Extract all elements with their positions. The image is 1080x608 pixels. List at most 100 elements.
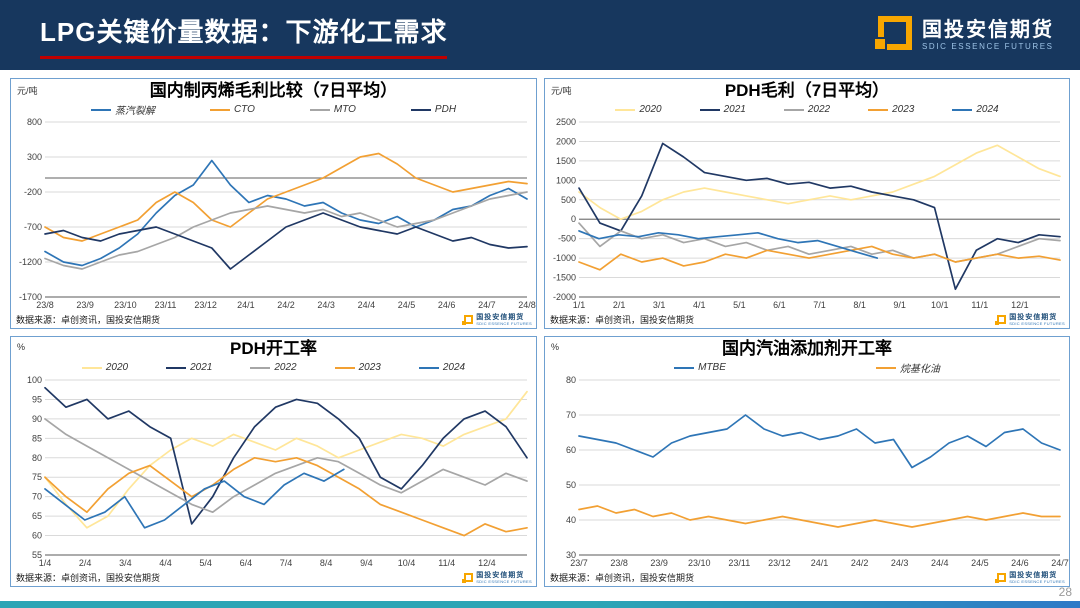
svg-text:23/11: 23/11 bbox=[155, 300, 177, 310]
svg-text:12/1: 12/1 bbox=[1011, 300, 1029, 310]
svg-text:30: 30 bbox=[566, 550, 576, 560]
svg-text:-500: -500 bbox=[558, 233, 576, 243]
legend-label: 2020 bbox=[639, 104, 662, 116]
legend-item: MTO bbox=[309, 104, 356, 116]
svg-text:24/1: 24/1 bbox=[811, 558, 829, 568]
svg-text:24/6: 24/6 bbox=[1011, 558, 1029, 568]
legend-item: MTBE bbox=[674, 362, 726, 373]
legend-swatch bbox=[166, 366, 187, 369]
legend-item: 2020 bbox=[615, 104, 662, 116]
mini-logo-text: 国投安信期货 SDIC ESSENCE FUTURES bbox=[1009, 314, 1065, 326]
mini-logo: 国投安信期货 SDIC ESSENCE FUTURES bbox=[995, 572, 1065, 584]
legend-item: 2024 bbox=[952, 104, 999, 116]
mini-logo: 国投安信期货 SDIC ESSENCE FUTURES bbox=[995, 314, 1065, 326]
company-logo-text: 国投安信期货 SDIC ESSENCE FUTURES bbox=[922, 19, 1054, 51]
svg-text:24/3: 24/3 bbox=[891, 558, 909, 568]
legend-item: 2021 bbox=[166, 362, 212, 373]
legend-swatch bbox=[90, 108, 111, 111]
legend-label: PDH bbox=[434, 104, 457, 116]
svg-text:10/4: 10/4 bbox=[398, 558, 416, 568]
data-source-label: 数据来源：卓创资讯，国投安信期货 bbox=[550, 315, 695, 325]
mini-logo-en: SDIC ESSENCE FUTURES bbox=[476, 578, 532, 584]
legend-item: 烷基化油 bbox=[875, 360, 940, 375]
svg-text:11/1: 11/1 bbox=[971, 300, 988, 310]
chart-panel-pdh-margin: 元/吨 PDH毛利（7日平均） 2020 2021 2022 2023 2024 250… bbox=[544, 78, 1070, 329]
legend-label: 2021 bbox=[190, 362, 213, 374]
svg-text:24/7: 24/7 bbox=[1051, 558, 1069, 568]
mini-logo-text: 国投安信期货 SDIC ESSENCE FUTURES bbox=[476, 572, 532, 584]
panel-footer: 数据来源：卓创资讯，国投安信期货 国投安信期货 SDIC ESSENCE FUT… bbox=[545, 569, 1069, 586]
svg-text:24/2: 24/2 bbox=[851, 558, 869, 568]
svg-text:65: 65 bbox=[32, 511, 42, 521]
legend-label: 2022 bbox=[274, 362, 297, 374]
y-axis-unit: 元/吨 bbox=[551, 86, 572, 96]
svg-text:2000: 2000 bbox=[556, 136, 576, 146]
svg-text:80: 80 bbox=[32, 452, 42, 462]
legend-label: CTO bbox=[233, 104, 255, 116]
legend-label: 2024 bbox=[976, 104, 999, 116]
svg-text:-1700: -1700 bbox=[19, 292, 42, 302]
legend-label: 2020 bbox=[105, 362, 129, 374]
svg-text:6/1: 6/1 bbox=[773, 300, 786, 310]
y-axis-unit: 元/吨 bbox=[17, 86, 38, 96]
mini-logo-icon bbox=[462, 572, 474, 583]
svg-text:5/4: 5/4 bbox=[199, 558, 212, 568]
svg-text:-700: -700 bbox=[24, 222, 42, 232]
svg-text:70: 70 bbox=[566, 410, 576, 420]
legend-label: MTBE bbox=[698, 362, 726, 374]
svg-text:2/4: 2/4 bbox=[79, 558, 92, 568]
legend-swatch bbox=[209, 108, 230, 111]
svg-text:50: 50 bbox=[566, 480, 576, 490]
legend-swatch bbox=[674, 366, 695, 369]
chart-plot: 100 95 90 85 80 75 70 65 60 55 1/4 2/4 3/4 4/4 5/4 6/4 7… bbox=[11, 375, 536, 569]
legend-swatch bbox=[699, 108, 720, 111]
chart-panel-pdh-operating-rate: % PDH开工率 2020 2021 2022 2023 2024 100 95 90 85 8… bbox=[10, 336, 537, 587]
svg-text:500: 500 bbox=[561, 194, 576, 204]
svg-text:80: 80 bbox=[566, 375, 576, 385]
svg-text:85: 85 bbox=[32, 433, 42, 443]
panel-footer: 数据来源：卓创资讯，国投安信期货 国投安信期货 SDIC ESSENCE FUT… bbox=[11, 311, 536, 328]
svg-text:-1200: -1200 bbox=[19, 257, 42, 267]
legend-swatch bbox=[334, 366, 355, 369]
svg-text:2/1: 2/1 bbox=[613, 300, 626, 310]
svg-text:24/8: 24/8 bbox=[518, 300, 536, 310]
svg-text:9/4: 9/4 bbox=[360, 558, 373, 568]
mini-logo-cn: 国投安信期货 bbox=[476, 572, 525, 580]
legend-label: MTO bbox=[333, 104, 356, 116]
legend-label: 2024 bbox=[442, 362, 466, 374]
svg-text:12/4: 12/4 bbox=[478, 558, 496, 568]
chart-canvas: 100 95 90 85 80 75 70 65 60 551/4 2/4 3/4 4/4 5/4 6/4 7… bbox=[27, 375, 528, 568]
chart-canvas: 25002000150010005000-500-1000-1500-20001… bbox=[553, 117, 1061, 310]
chart-plot: 80 70 60 50 40 30 23/7 23/8 23/9 23/10 23/11 23/12 2… bbox=[545, 375, 1069, 569]
svg-text:7/4: 7/4 bbox=[280, 558, 293, 568]
data-source-label: 数据来源：卓创资讯，国投安信期货 bbox=[16, 573, 161, 583]
company-logo: 国投安信期货 SDIC ESSENCE FUTURES bbox=[872, 15, 1054, 55]
legend-swatch bbox=[875, 366, 896, 369]
svg-text:6/4: 6/4 bbox=[240, 558, 253, 568]
legend-item: 2022 bbox=[250, 362, 297, 374]
svg-text:10/1: 10/1 bbox=[931, 300, 949, 310]
legend-swatch bbox=[250, 366, 271, 369]
legend-label: 蒸汽裂解 bbox=[114, 106, 155, 118]
company-name-en: SDIC ESSENCE FUTURES bbox=[922, 41, 1054, 51]
svg-text:2500: 2500 bbox=[556, 117, 576, 127]
page-title: LPG关键价量数据：下游化工需求 bbox=[40, 12, 448, 59]
svg-text:23/10: 23/10 bbox=[114, 300, 137, 310]
mini-logo-cn: 国投安信期货 bbox=[476, 314, 525, 322]
mini-logo-text: 国投安信期货 SDIC ESSENCE FUTURES bbox=[476, 314, 532, 326]
svg-text:23/12: 23/12 bbox=[768, 558, 791, 568]
chart-panel-propylene-margin: 元/吨 国内制丙烯毛利比较（7日平均） 蒸汽裂解 CTO MTO PDH 800 300… bbox=[10, 78, 537, 329]
mini-logo: 国投安信期货 SDIC ESSENCE FUTURES bbox=[462, 314, 532, 326]
svg-text:24/3: 24/3 bbox=[317, 300, 335, 310]
chart-plot: 800 300 -200 -700 -1200 -1700 23/8 23/9 23/10 23/… bbox=[11, 117, 536, 311]
legend-swatch bbox=[410, 108, 431, 111]
svg-text:-1500: -1500 bbox=[553, 272, 576, 282]
svg-text:95: 95 bbox=[32, 394, 42, 404]
legend-swatch bbox=[81, 366, 102, 369]
legend-swatch bbox=[615, 108, 636, 111]
legend-item: 2024 bbox=[418, 362, 466, 374]
svg-text:23/8: 23/8 bbox=[610, 558, 628, 568]
legend-item: 2023 bbox=[334, 362, 381, 373]
svg-text:24/5: 24/5 bbox=[971, 558, 989, 568]
mini-logo-en: SDIC ESSENCE FUTURES bbox=[1009, 578, 1065, 584]
